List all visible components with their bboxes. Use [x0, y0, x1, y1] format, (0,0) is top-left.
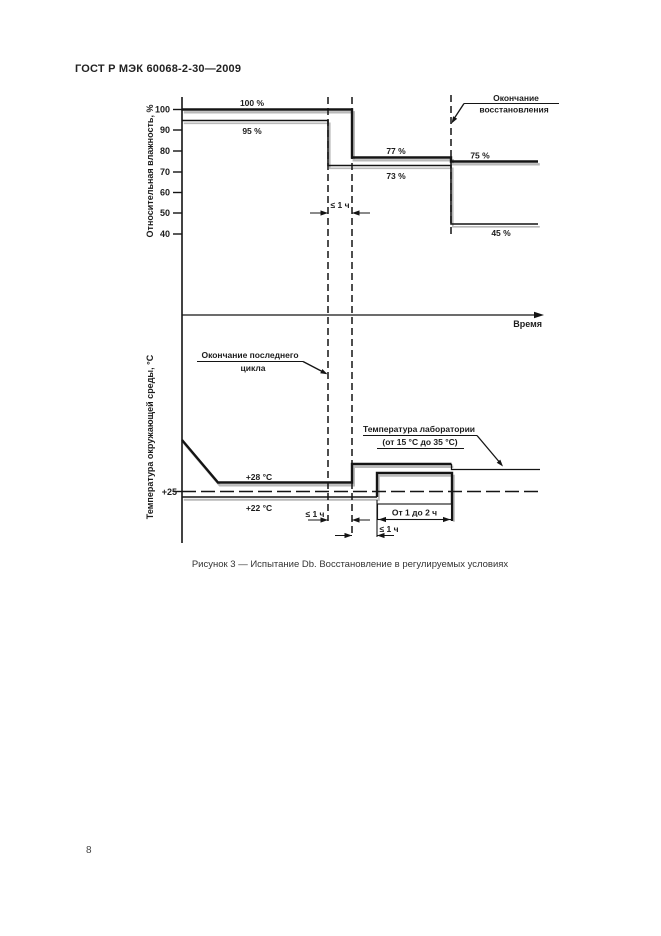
dim-arrow-icon — [320, 210, 328, 216]
temperature-envelope — [181, 439, 540, 537]
temperature-dimension-1h-b: ≤ 1 ч — [335, 524, 399, 539]
temperature-dimension-1h-a: ≤ 1 ч — [305, 509, 370, 523]
humidity-dimension-1h: ≤ 1 ч — [310, 200, 370, 216]
label-45-percent: 45 % — [491, 228, 511, 238]
dim-label-1h-a: ≤ 1 ч — [305, 509, 324, 519]
laboratory-temperature-line — [450, 464, 540, 471]
callout-arrow-icon — [496, 459, 503, 467]
tick-90: 90 — [160, 125, 170, 135]
humidity-envelope — [182, 108, 538, 225]
dim-label-1-to-2h: От 1 до 2 ч — [392, 508, 437, 518]
dim-arrow-icon — [443, 516, 451, 523]
humidity-value-labels: 100 % 95 % 77 % 73 % 75 % 45 % — [240, 98, 511, 238]
document-header: ГОСТ Р МЭК 60068-2-30—2009 — [75, 63, 242, 75]
tick-50: 50 — [160, 208, 170, 218]
dim-arrow-icon — [352, 517, 360, 523]
page-number: 8 — [86, 845, 92, 856]
callout-arrow-icon — [451, 116, 458, 124]
time-axis-label: Время — [513, 319, 542, 329]
callout-recovery-text-1: Окончание — [493, 93, 539, 103]
callout-arrow-icon — [320, 369, 328, 375]
callout-cycle-text-1: Окончание последнего — [201, 350, 298, 360]
temperature-axis-title: Температура окружающей среды, °С — [145, 354, 155, 519]
humidity-upper-limit-line — [182, 108, 538, 163]
callout-recovery-text-2: восстановления — [479, 105, 548, 115]
figure-caption: Рисунок 3 — Испытание Db. Восстановление… — [191, 559, 509, 570]
label-plus-22: +22 °С — [246, 503, 272, 513]
label-100-percent: 100 % — [240, 98, 265, 108]
dim-label-1h-b: ≤ 1 ч — [380, 524, 399, 534]
tick-plus-25: +25 — [162, 487, 177, 497]
tick-60: 60 — [160, 188, 170, 198]
temperature-upper-limit-line — [181, 439, 452, 484]
callout-lab-text-2: (от 15 °С до 35 °С) — [382, 437, 457, 447]
dim-arrow-icon — [378, 516, 386, 523]
label-95-percent: 95 % — [242, 126, 262, 136]
tick-40: 40 — [160, 229, 170, 239]
callout-lab-text-1: Температура лаборатории — [363, 424, 475, 434]
humidity-axis-title: Относительная влажность, % — [145, 105, 155, 238]
time-axis-arrow-icon — [534, 311, 544, 319]
tick-80: 80 — [160, 146, 170, 156]
label-77-percent: 77 % — [386, 146, 406, 156]
callout-end-of-last-cycle: Окончание последнего цикла — [197, 350, 328, 375]
axes — [173, 97, 544, 543]
temperature-dimension-1-to-2h: От 1 до 2 ч — [376, 503, 453, 523]
dim-arrow-icon — [377, 532, 385, 539]
dim-arrow-icon — [352, 210, 360, 216]
callout-laboratory-temperature: Температура лаборатории (от 15 °С до 35 … — [363, 424, 503, 467]
dim-arrow-icon — [320, 517, 328, 523]
label-75-percent: 75 % — [470, 151, 490, 161]
humidity-tick-labels: 100 90 80 70 60 50 40 +25 — [155, 105, 177, 498]
callout-cycle-text-2: цикла — [241, 363, 266, 373]
dim-label-1h: ≤ 1 ч — [330, 200, 349, 210]
label-plus-28: +28 °С — [246, 472, 272, 482]
callout-end-of-recovery: Окончание восстановления — [451, 93, 559, 124]
label-73-percent: 73 % — [386, 171, 406, 181]
tick-100: 100 — [155, 105, 170, 115]
tick-70: 70 — [160, 167, 170, 177]
humidity-tick-marks — [173, 108, 182, 493]
print-shadow-lines — [182, 111, 540, 522]
dim-arrow-icon — [344, 532, 352, 539]
temperature-recovery-pulse — [375, 471, 454, 521]
humidity-lower-limit-line — [182, 119, 538, 225]
